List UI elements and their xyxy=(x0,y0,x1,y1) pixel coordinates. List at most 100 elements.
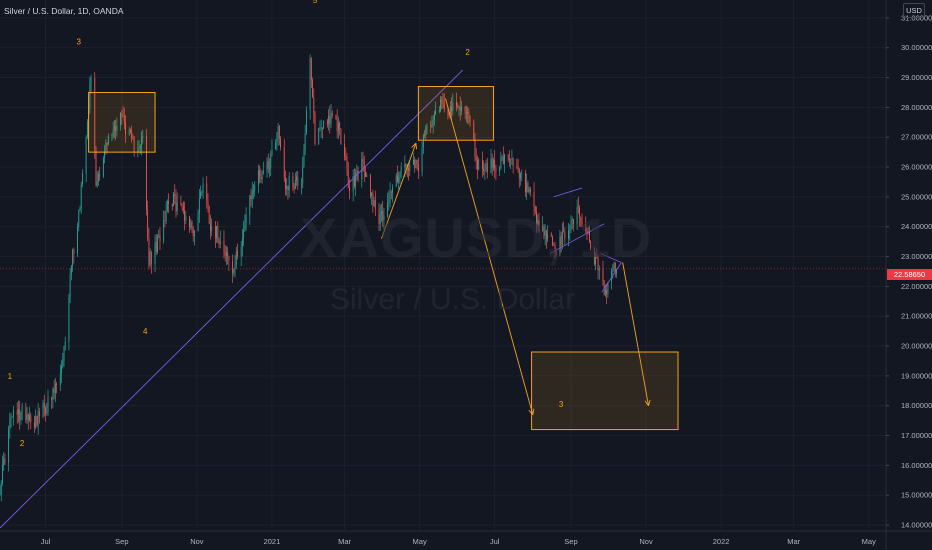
candle-body xyxy=(366,174,368,177)
candle-body xyxy=(137,150,139,153)
candle-body xyxy=(598,268,600,271)
candle-body xyxy=(467,111,469,114)
candle-body xyxy=(328,115,329,125)
arrow-decline-head xyxy=(532,408,535,415)
candle-body xyxy=(201,192,203,194)
candle-body xyxy=(321,127,323,129)
candle-body xyxy=(260,177,262,180)
candle-body xyxy=(303,149,305,167)
candle-body xyxy=(387,202,389,217)
currency-badge[interactable]: USD xyxy=(903,3,925,18)
candle-body xyxy=(313,97,315,114)
candle-body xyxy=(512,158,514,166)
candle-body xyxy=(606,289,608,295)
wave-label-6: 2 xyxy=(465,48,470,57)
candle-body xyxy=(232,260,234,273)
candle-body xyxy=(122,116,124,117)
candle-body xyxy=(285,178,286,190)
candle-body xyxy=(314,113,316,145)
candle-body xyxy=(147,210,149,238)
candle-body xyxy=(216,225,218,239)
candle-body xyxy=(250,195,252,200)
candle-body xyxy=(336,118,338,132)
candle-body xyxy=(219,240,221,244)
candle-body xyxy=(150,251,152,264)
candle-body xyxy=(278,126,280,139)
candle-body xyxy=(337,122,339,132)
candle-body xyxy=(96,181,98,186)
candle-body xyxy=(433,114,435,121)
candle-body xyxy=(155,242,157,252)
candle-body xyxy=(253,190,254,192)
candle-body xyxy=(94,78,96,149)
candle-body xyxy=(19,409,21,421)
candle-body xyxy=(399,172,401,178)
candle-body xyxy=(483,168,485,171)
candle-body xyxy=(280,138,281,148)
candle-body xyxy=(520,174,521,179)
candle-body xyxy=(537,219,539,225)
candle-body xyxy=(533,192,535,207)
watermark-symbol: XAGUSD, 1D xyxy=(300,206,653,269)
candle-body xyxy=(576,207,578,225)
candle-body xyxy=(240,246,242,257)
candle-body xyxy=(424,135,425,137)
arrow-target-head xyxy=(644,400,649,406)
candle-body xyxy=(344,143,345,157)
candle-body xyxy=(330,113,332,124)
candle-body xyxy=(430,125,432,127)
candle-body xyxy=(517,166,519,170)
candle-body xyxy=(277,126,279,140)
candle-body xyxy=(270,155,272,169)
candle-body xyxy=(425,127,427,136)
candle-body xyxy=(339,122,341,129)
candle-body xyxy=(223,240,225,252)
candle-body xyxy=(78,210,80,228)
candle-body xyxy=(2,465,3,483)
candle-body xyxy=(149,251,151,266)
candle-body xyxy=(85,137,87,174)
candle-body xyxy=(296,176,297,181)
candle-body xyxy=(544,230,546,236)
candle-body xyxy=(249,195,251,215)
candle-body xyxy=(245,214,247,224)
candle-body xyxy=(440,99,441,111)
candle-body xyxy=(18,409,19,415)
candle-body xyxy=(602,268,604,283)
candle-body xyxy=(288,175,290,191)
candle-body xyxy=(543,226,545,236)
candle-body xyxy=(509,159,510,161)
candle-body xyxy=(477,160,478,170)
candle-body xyxy=(560,236,562,246)
time-tick-label: Mar xyxy=(338,537,351,546)
candle-body xyxy=(89,83,91,109)
candle-body xyxy=(115,126,117,131)
candle-body xyxy=(3,458,5,466)
candle-body xyxy=(484,170,486,172)
symbol-title[interactable]: Silver / U.S. Dollar, 1D, OANDA xyxy=(4,6,124,16)
candle-body xyxy=(320,127,322,129)
candle-body xyxy=(456,102,457,107)
candle-body xyxy=(605,289,606,296)
candle-body xyxy=(388,199,390,203)
candle-body xyxy=(486,163,488,173)
candle-body xyxy=(589,231,590,242)
price-tick-label: 16.00000 xyxy=(901,461,932,470)
candle-body xyxy=(542,226,544,231)
candle-body xyxy=(491,158,493,168)
candle-body xyxy=(580,217,582,222)
time-tick-label: May xyxy=(862,537,876,546)
time-tick-label: Mar xyxy=(787,537,800,546)
candle-body xyxy=(123,116,125,123)
candle-body xyxy=(349,187,350,192)
candle-body xyxy=(36,416,38,426)
time-tick-label: Jul xyxy=(41,537,51,546)
candle-body xyxy=(507,154,509,160)
wave-label-1: 1 xyxy=(8,372,13,381)
candle-body xyxy=(131,131,133,138)
candle-body xyxy=(128,129,130,135)
candle-body xyxy=(500,158,502,169)
